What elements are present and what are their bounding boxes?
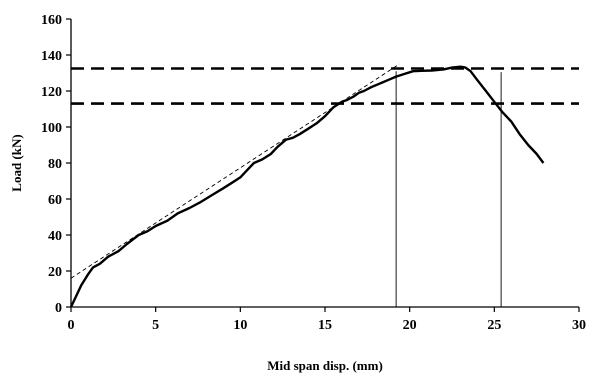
y-tick-label: 100 — [41, 121, 62, 136]
reference-lines — [71, 67, 579, 307]
y-tick-label: 160 — [41, 13, 62, 28]
x-tick-label: 30 — [572, 318, 586, 333]
y-axis-title: Load (kN) — [9, 134, 24, 191]
tick-labels: 0 5 10 15 20 25 30 0 20 40 60 80 100 120 140 160 — [41, 13, 586, 333]
y-tick-label: 80 — [48, 157, 62, 172]
x-tick-label: 25 — [487, 318, 501, 333]
y-tick-label: 120 — [41, 85, 62, 100]
x-tick-label: 10 — [233, 318, 247, 333]
x-tick-label: 15 — [318, 318, 332, 333]
x-tick-label: 0 — [68, 318, 75, 333]
y-tick-label: 0 — [55, 301, 62, 316]
axes — [70, 19, 579, 308]
x-axis-title: Mid span disp. (mm) — [267, 358, 383, 373]
x-tick-label: 5 — [152, 318, 159, 333]
ticks — [66, 18, 580, 312]
y-tick-label: 60 — [48, 193, 62, 208]
y-tick-label: 140 — [41, 49, 62, 64]
series-group — [69, 63, 545, 308]
series-line-0 — [69, 65, 545, 308]
x-tick-label: 20 — [403, 318, 417, 333]
y-tick-label: 20 — [48, 265, 62, 280]
y-tick-label: 40 — [48, 229, 62, 244]
series-line-1 — [70, 63, 400, 279]
